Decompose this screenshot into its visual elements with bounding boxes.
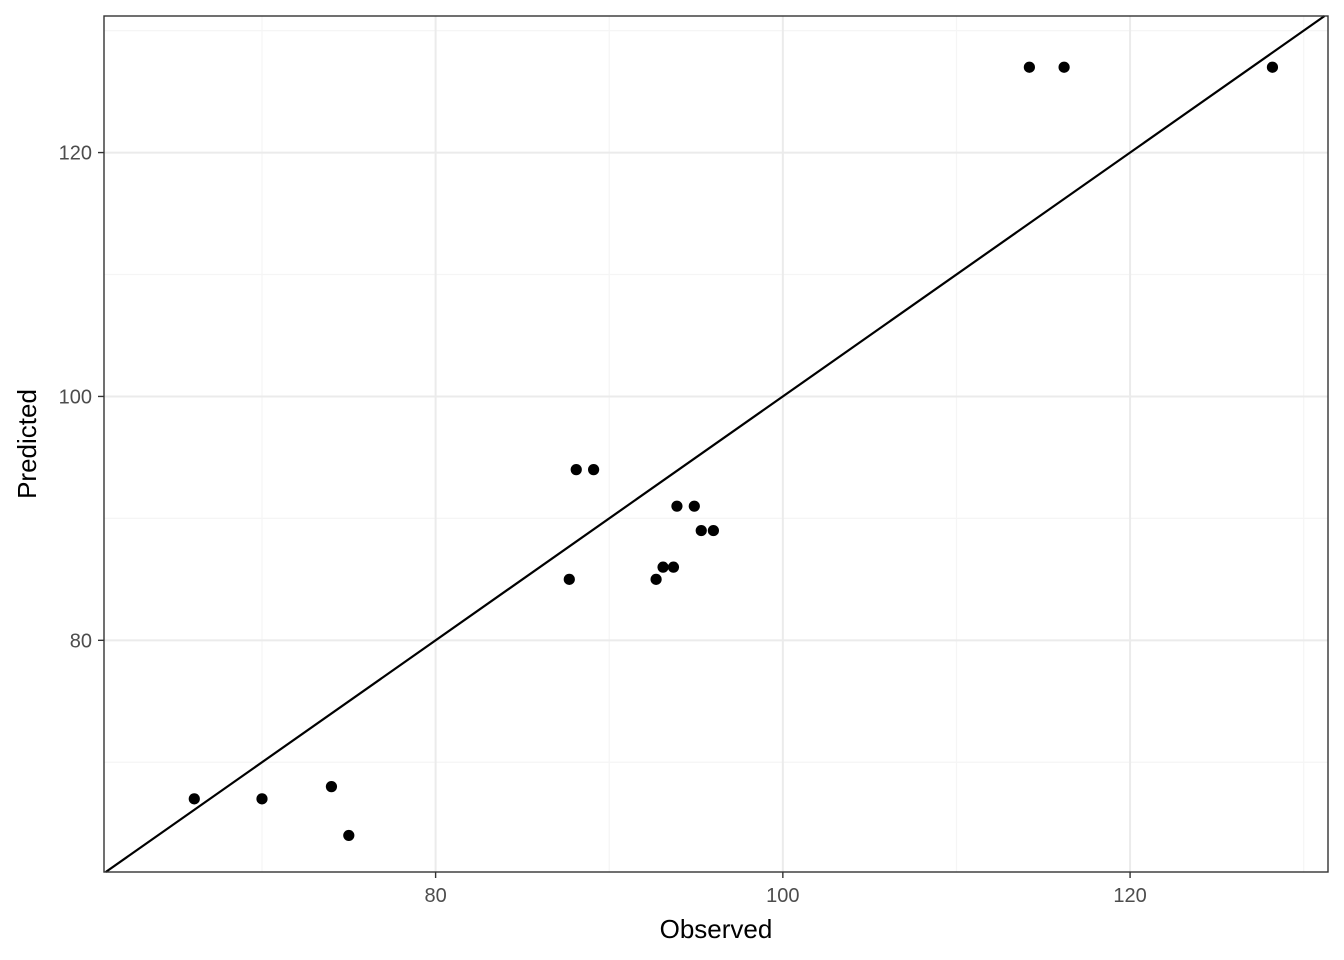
data-point xyxy=(667,561,680,573)
points-layer xyxy=(188,61,1279,842)
data-point xyxy=(256,793,268,805)
data-point xyxy=(188,793,200,805)
y-tick-label: 100 xyxy=(59,386,92,408)
minor-grid xyxy=(104,16,1328,872)
data-point xyxy=(695,524,707,537)
data-point xyxy=(671,500,683,512)
y-tick-label: 120 xyxy=(59,143,92,165)
x-axis-ticks: 80 100 120 xyxy=(424,872,1147,907)
y-tick-label: 80 xyxy=(70,630,92,652)
data-point xyxy=(657,561,669,573)
data-point xyxy=(588,464,600,476)
data-point xyxy=(688,500,700,512)
data-point xyxy=(1023,61,1035,73)
x-tick-label: 100 xyxy=(766,885,799,907)
x-tick-label: 80 xyxy=(424,885,446,907)
data-point xyxy=(1058,61,1070,73)
identity-line xyxy=(105,15,1326,873)
data-point xyxy=(650,573,662,585)
major-grid xyxy=(104,16,1328,872)
x-tick-label: 120 xyxy=(1113,885,1146,907)
data-point xyxy=(325,781,338,793)
y-axis-ticks: 80 100 120 xyxy=(59,143,104,652)
reference-line-layer xyxy=(105,15,1326,873)
panel-border xyxy=(103,15,1329,873)
data-point xyxy=(1266,61,1279,73)
x-axis-title: Observed xyxy=(660,914,773,944)
data-point xyxy=(563,573,575,585)
data-point xyxy=(570,464,582,476)
data-point xyxy=(343,829,355,842)
data-point xyxy=(707,524,719,537)
y-axis-title: Predicted xyxy=(12,389,42,499)
